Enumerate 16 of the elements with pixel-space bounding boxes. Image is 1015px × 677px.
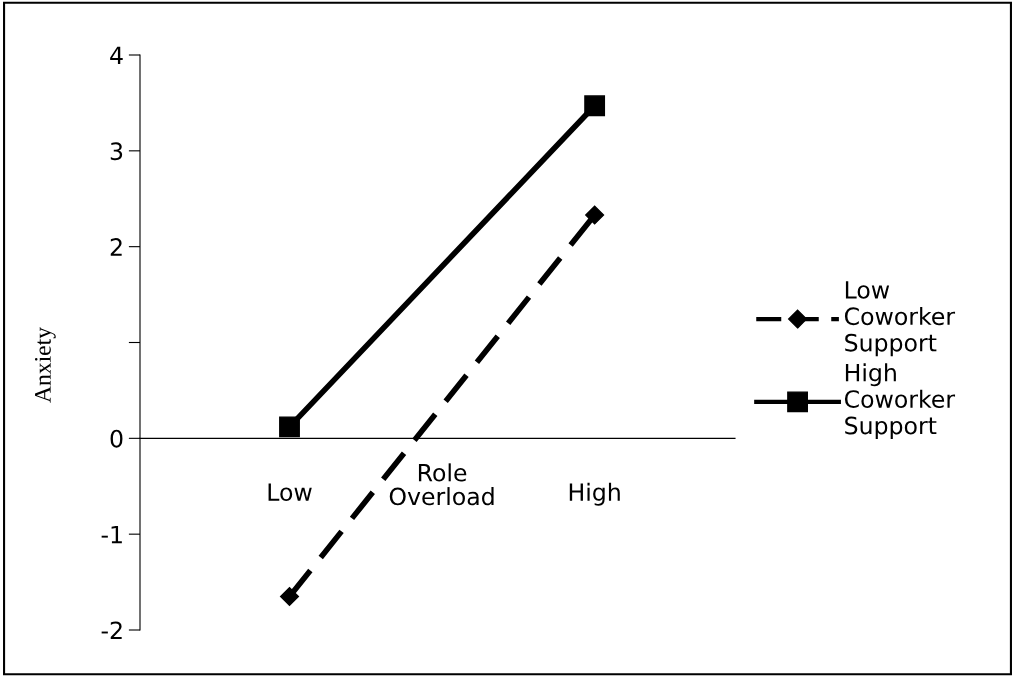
x-tick-label: High	[569, 482, 620, 506]
x-axis-title: Role Overload	[389, 463, 494, 506]
point	[585, 205, 605, 225]
point	[279, 416, 300, 438]
point	[279, 586, 300, 606]
legend-label: High Coworker Support	[844, 363, 956, 440]
x-tick-label: Low	[268, 483, 312, 502]
legend-label: Low Coworker Support	[844, 281, 956, 357]
y-tick-label: 0	[110, 429, 123, 448]
y-tick-label: 4	[110, 46, 123, 64]
y-tick-label: 2	[110, 238, 122, 256]
y-tick-label: 3	[110, 142, 123, 161]
y-tick-label: -1	[101, 525, 122, 544]
point	[584, 95, 606, 117]
y-tick-label: -2	[101, 621, 122, 639]
y-axis-title: Anxiety	[34, 327, 56, 403]
